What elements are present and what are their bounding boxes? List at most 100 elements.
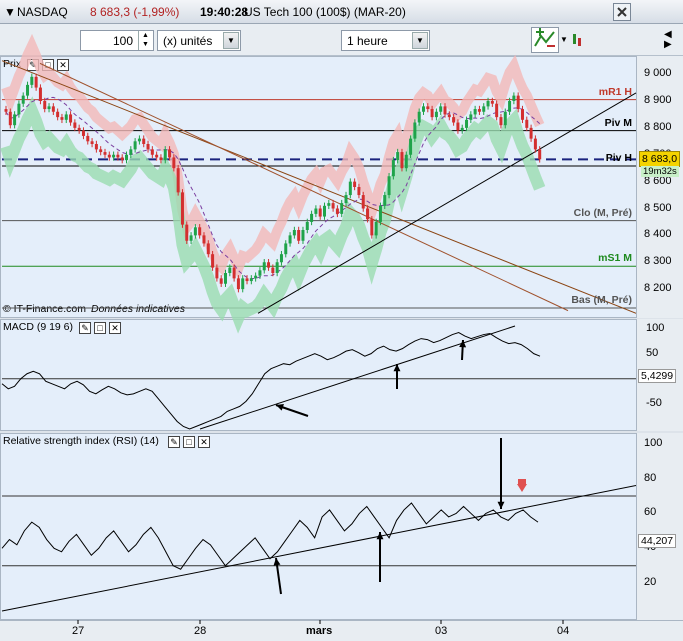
chevron-down-icon[interactable]: ▼ [412,32,428,49]
unit-value: (x) unités [163,34,213,48]
upper-band [1,33,545,282]
candle-body [413,122,417,139]
price-change: 8 683,3 (-1,99%) [90,5,180,19]
chevron-down-icon[interactable]: ▼ [223,32,239,49]
candle-body [357,187,361,196]
time-tick-label: 04 [557,625,570,637]
macd-panel-label: MACD (9 19 6) [3,321,74,333]
candle-body [378,205,382,222]
candle-body [21,95,25,104]
candle-body [202,235,206,244]
level-label: Bas (M, Pré) [571,293,632,306]
unit-select[interactable]: (x) unités ▼ [157,30,241,51]
rsi-tick-label: 60 [644,506,657,519]
macd-panel[interactable]: MACD (9 19 6) ✎ □ ✕ [0,319,637,431]
timeframe-select[interactable]: 1 heure ▼ [341,30,430,51]
candle-body [133,141,137,150]
candle-body [103,152,107,155]
candle-body [185,224,189,241]
candle-body [267,262,271,268]
annotation-arrow-head [393,364,401,372]
candle-body [447,114,451,118]
candle-body [64,114,68,120]
current-price-badge: 8 683,0 [639,151,681,168]
candle-body [159,157,163,161]
macd-line [1,332,541,430]
candle-body [452,117,456,123]
candle-body [120,157,124,161]
rsi-tick-label: 20 [644,576,657,589]
candle-body [421,106,425,112]
candle-body [353,181,357,187]
candle-body [486,101,490,107]
candle-body [163,149,167,161]
candle-body [258,270,262,276]
maximize-icon[interactable]: □ [94,322,106,334]
maximize-icon[interactable]: □ [183,436,195,448]
candle-body [499,117,503,126]
toolbar: 100 ▲ ▼ (x) unités ▼ 1 heure ▼ ▼ ◀ ▶ [0,24,683,56]
candle-body [292,230,296,236]
candle-body [439,106,443,112]
macd-value-badge: 5,4299 [638,369,677,384]
chevron-down-icon[interactable]: ▼ [560,35,568,44]
settings-icon[interactable]: ✎ [168,436,180,448]
candle-body [4,109,8,112]
quantity-value: 100 [112,34,133,48]
candle-body [443,106,447,115]
candle-body [34,76,38,88]
rsi-trendline [1,485,637,612]
close-icon[interactable] [613,3,631,21]
stepper-arrows-icon[interactable]: ▲ ▼ [138,31,152,50]
time-tick-label: 28 [194,625,207,637]
timeframe-value: 1 heure [347,34,388,48]
menu-arrow-icon[interactable]: ▼ [4,5,16,19]
candle-body [150,149,154,155]
candle-body [17,103,21,115]
candle-body [262,262,266,271]
candle-body [400,152,404,169]
close-icon[interactable]: ✕ [57,59,69,71]
candle-body [129,149,133,155]
add-indicator-icon[interactable] [531,27,559,53]
candle-body [503,111,507,126]
rsi-tick-label: 100 [644,436,663,449]
scroll-arrows-icon[interactable]: ◀ ▶ [664,29,672,50]
price-tick-label: 8 400 [644,228,672,241]
candle-body [60,117,64,120]
price-tick-label: 8 300 [644,255,672,268]
candle-body [520,109,524,120]
candle-body [348,181,352,196]
candle-body [426,106,430,110]
settings-icon[interactable]: ✎ [79,322,91,334]
candle-body [77,127,81,131]
close-icon[interactable]: ✕ [109,322,121,334]
close-icon[interactable]: ✕ [198,436,210,448]
candle-body [361,195,365,209]
instrument-name: NASDAQ [17,5,68,19]
level-label: mS1 M [598,252,632,265]
candle-body [241,278,245,290]
rsi-tick-label: 80 [644,471,657,484]
candle-body [94,144,98,150]
candle-body [512,95,516,101]
candle-body [456,122,460,131]
candle-body [370,219,374,236]
annotation-arrow-head [276,404,284,411]
time-axis [0,620,683,641]
candle-body [26,84,30,96]
candle-body [409,138,413,155]
candle-body [137,138,141,142]
candle-body [434,111,438,118]
macd-tick-label: -50 [646,396,662,409]
candle-body [146,144,150,150]
price-tick-label: 8 900 [644,94,672,106]
quantity-stepper[interactable]: 100 ▲ ▼ [80,30,154,51]
candle-body [495,103,499,118]
title-bar: ▼ NASDAQ 8 683,3 (-1,99%) 19:40:28 US Te… [0,0,683,24]
moving-average [5,96,541,280]
instrument-description: US Tech 100 (100$) (MAR-20) [244,5,406,19]
candle-body [8,111,12,126]
macd-tick-label: 100 [646,321,665,334]
candle-body [340,203,344,214]
